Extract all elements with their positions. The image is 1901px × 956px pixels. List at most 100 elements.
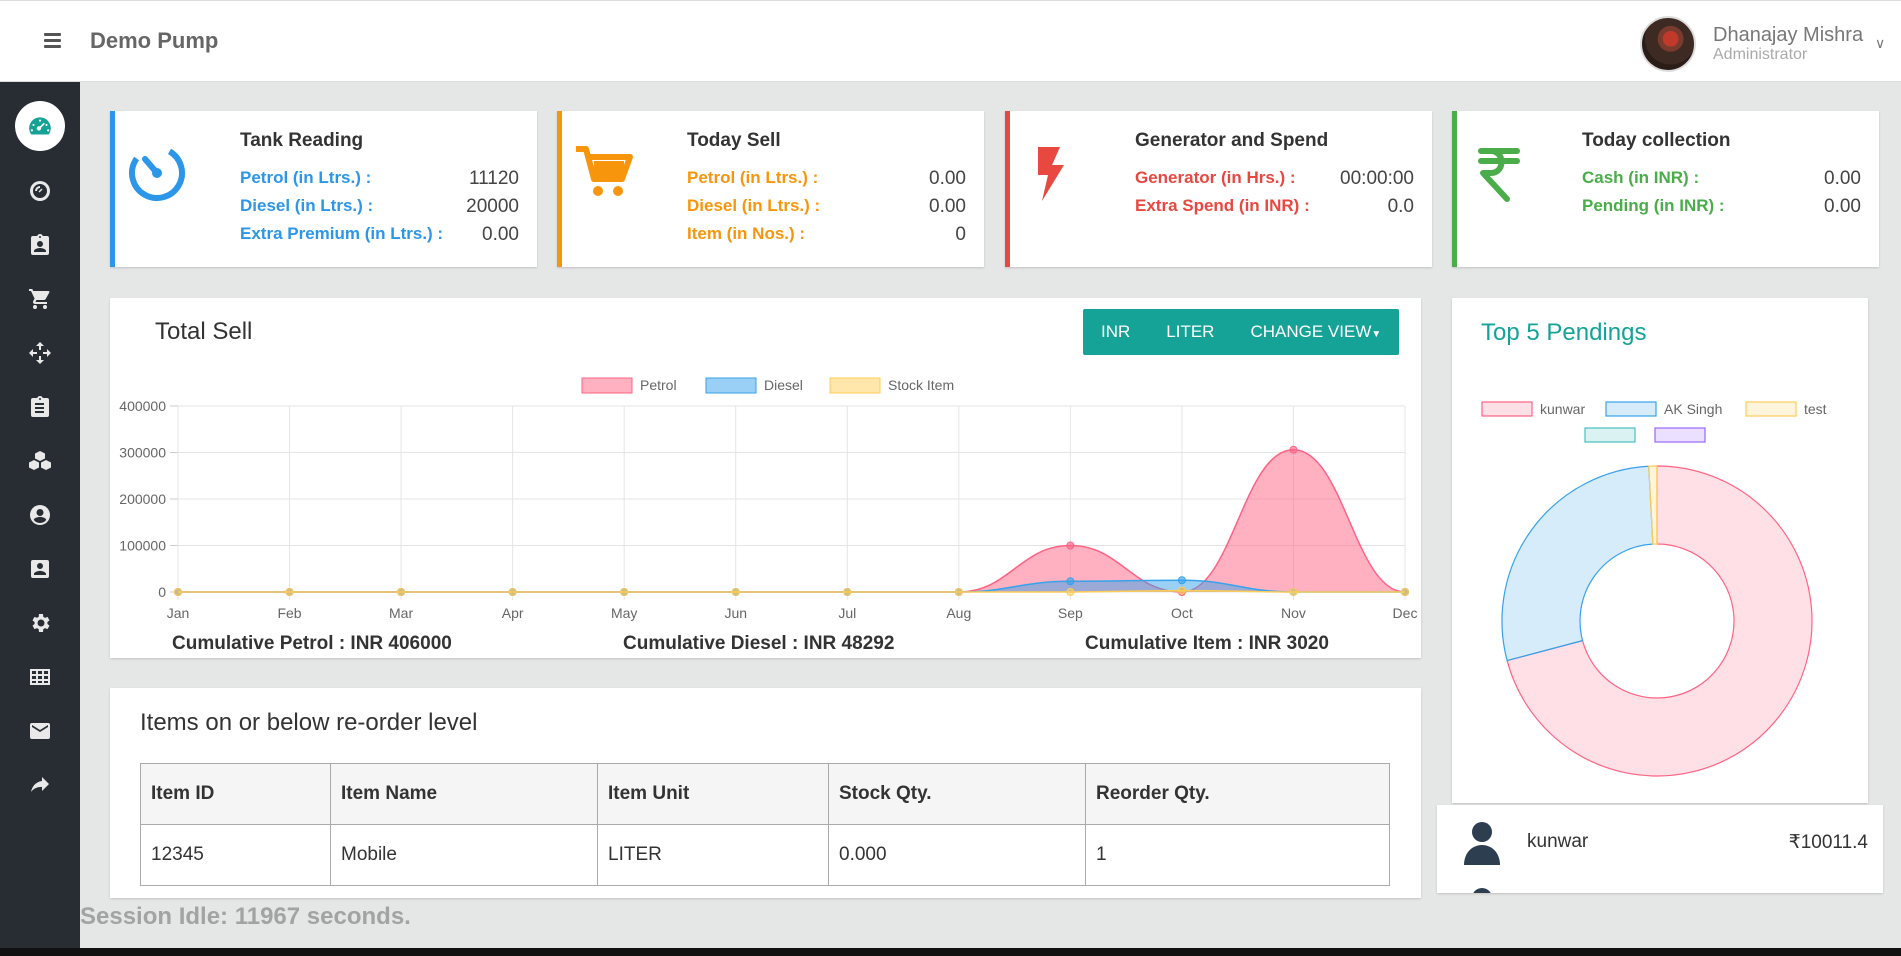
legend-label: Petrol — [640, 377, 677, 393]
boxes-icon — [29, 451, 51, 470]
cumulative-petrol: Cumulative Petrol : INR 406000 — [172, 633, 452, 654]
legend-swatch — [705, 377, 757, 394]
cart-icon — [576, 146, 633, 196]
bottom-bar — [0, 948, 1901, 956]
session-idle-status: Session Idle: 11967 seconds. — [80, 903, 411, 930]
col-item-id[interactable]: Item ID — [140, 763, 331, 825]
x-tick-label: Nov — [1281, 605, 1306, 621]
tank-gauge-icon — [30, 181, 50, 201]
col-reorder-qty[interactable]: Reorder Qty. — [1085, 763, 1390, 825]
legend-swatch — [1584, 427, 1636, 443]
series-line — [178, 589, 1405, 593]
extra-premium-label: Extra Premium (in Ltrs.) : — [240, 224, 444, 243]
doughnut-slice — [1501, 465, 1654, 662]
legend-item — [1654, 427, 1706, 443]
sidebar-item-messages[interactable] — [20, 711, 60, 751]
sidebar-item-customers[interactable] — [20, 495, 60, 535]
data-point — [731, 588, 740, 596]
card-title: Today Sell — [687, 130, 781, 151]
legend-item: test — [1745, 401, 1827, 417]
share-arrow-icon — [31, 777, 49, 792]
x-tick-label: Jun — [724, 605, 747, 621]
legend-label: Stock Item — [888, 377, 954, 393]
liter-button[interactable]: LITER — [1166, 322, 1215, 341]
col-item-unit[interactable]: Item Unit — [597, 763, 829, 825]
tank-reading-card: Tank Reading Petrol (in Ltrs.) : 11120 Di… — [110, 111, 537, 267]
pendings-doughnut-chart: kunwar AK Singh test — [1481, 401, 1827, 777]
x-tick-label: Oct — [1171, 605, 1193, 621]
clipboard-list-icon — [31, 396, 49, 417]
legend-item: Diesel — [705, 377, 803, 394]
generator-card: Generator and Spend Generator (in Hrs.) … — [1005, 111, 1432, 267]
sidebar-item-stock[interactable] — [20, 441, 60, 481]
y-tick-label: 100000 — [119, 538, 166, 554]
pending-name: kunwar — [1527, 831, 1589, 852]
sidebar-item-tables[interactable] — [20, 657, 60, 697]
chevron-down-icon[interactable]: ∨ — [1875, 35, 1886, 51]
sidebar-item-employees[interactable] — [20, 549, 60, 589]
cell-stock-qty: 0.000 — [828, 824, 1086, 886]
view-toggle-group: INR LITER CHANGE VIEW▼ — [1083, 309, 1400, 355]
inr-button[interactable]: INR — [1101, 322, 1131, 341]
sidebar-item-transfer[interactable] — [20, 333, 60, 373]
table-grid-icon — [30, 669, 50, 685]
x-tick-label: Sep — [1058, 605, 1083, 621]
generator-value: 00:00:00 — [1340, 168, 1414, 189]
x-tick-label: Jul — [838, 605, 856, 621]
cumulative-item: Cumulative Item : INR 3020 — [1085, 633, 1329, 654]
sidebar-item-reports[interactable] — [20, 387, 60, 427]
y-tick-label: 200000 — [119, 491, 166, 507]
col-item-name[interactable]: Item Name — [330, 763, 598, 825]
user-avatar[interactable] — [1640, 16, 1696, 72]
sidebar-item-dashboard[interactable] — [15, 101, 65, 151]
legend-label: test — [1804, 401, 1827, 417]
sidebar-item-attendance[interactable] — [20, 225, 60, 265]
card-title: Generator and Spend — [1135, 130, 1329, 151]
generator-label: Generator (in Hrs.) : — [1135, 168, 1296, 187]
data-point — [174, 588, 182, 596]
sidebar-item-settings[interactable] — [20, 603, 60, 643]
data-point — [1401, 588, 1409, 596]
cell-item-unit: LITER — [597, 824, 829, 886]
col-stock-qty[interactable]: Stock Qty. — [828, 763, 1086, 825]
extra-spend-label: Extra Spend (in INR) : — [1135, 196, 1310, 215]
list-item[interactable]: kunwar ₹10011.4 — [1437, 805, 1883, 877]
today-collection-card: Today collection Cash (in INR) : 0.00 Pen… — [1452, 111, 1879, 267]
contact-card-icon — [31, 560, 49, 578]
y-tick-label: 0 — [158, 584, 166, 600]
diesel-label: Diesel (in Ltrs.) : — [687, 196, 821, 215]
legend-item: AK Singh — [1605, 401, 1722, 417]
data-point — [285, 588, 294, 596]
reorder-table: Item ID Item Name Item Unit Stock Qty. R… — [140, 763, 1390, 886]
clipboard-user-icon — [31, 234, 49, 255]
legend-item — [1584, 427, 1636, 443]
sidebar-item-tank[interactable] — [20, 171, 60, 211]
data-point — [843, 588, 852, 596]
legend-swatch — [1654, 427, 1706, 443]
change-view-button[interactable]: CHANGE VIEW▼ — [1232, 309, 1399, 355]
data-point — [1066, 588, 1075, 596]
sidebar-item-sales[interactable] — [20, 279, 60, 319]
app-brand[interactable]: Demo Pump — [90, 28, 219, 53]
legend-swatch — [1745, 401, 1797, 417]
x-tick-label: Dec — [1393, 605, 1418, 621]
top-navbar: Demo Pump Dhanajay Mishra Administrator … — [0, 0, 1901, 82]
menu-toggle-icon[interactable] — [44, 33, 61, 48]
cash-label: Cash (in INR) : — [1582, 168, 1700, 187]
data-point — [1066, 541, 1075, 550]
cash-value: 0.00 — [1824, 168, 1861, 189]
user-name[interactable]: Dhanajay Mishra — [1713, 24, 1864, 46]
legend-swatch — [1481, 401, 1533, 417]
table-row: 12345 Mobile LITER 0.000 1 — [140, 824, 1390, 886]
data-point — [954, 588, 963, 596]
cumulative-diesel: Cumulative Diesel : INR 48292 — [623, 633, 895, 654]
petrol-label: Petrol (in Ltrs.) : — [240, 168, 372, 187]
sidebar-item-logout[interactable] — [20, 765, 60, 805]
pendings-list: kunwar ₹10011.4 — [1437, 805, 1883, 893]
user-role: Administrator — [1713, 46, 1808, 63]
doughnut-slice — [1506, 465, 1813, 777]
diesel-label: Diesel (in Ltrs.) : — [240, 196, 374, 215]
data-point — [1177, 576, 1186, 585]
x-tick-label: Apr — [502, 605, 524, 621]
pending-amount: ₹10011.4 — [1788, 832, 1868, 853]
